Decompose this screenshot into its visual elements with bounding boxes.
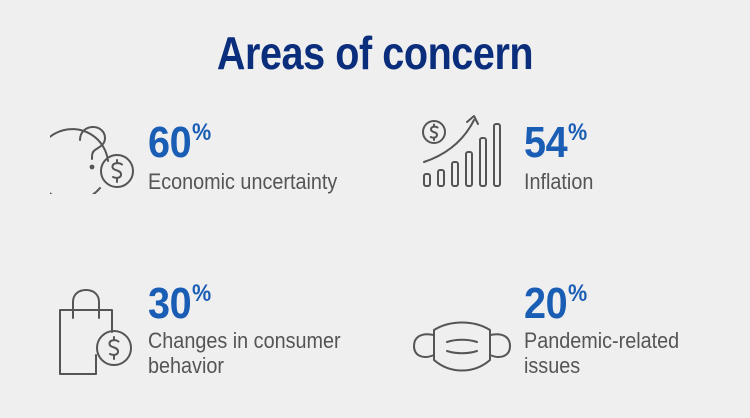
percent-symbol: %: [568, 280, 587, 307]
rising-bars-dollar-icon: [422, 115, 501, 187]
percent-number: 60: [148, 118, 192, 167]
stat-label: Inflation: [524, 169, 593, 194]
shopping-bag-dollar-icon: [59, 289, 132, 375]
percent-number: 20: [524, 279, 568, 328]
stat-label: Pandemic-related issues: [524, 328, 679, 378]
stat-label-line: Pandemic-related: [524, 328, 680, 353]
stat-label-line: Changes in consumer: [148, 328, 341, 353]
page-title: Areas of concern: [216, 27, 534, 79]
percent-value: 54%: [524, 121, 587, 165]
percent-value: 30%: [148, 282, 211, 326]
stat-label-line: issues: [524, 353, 581, 378]
percent-number: 54: [524, 118, 568, 167]
stat-label: Changes in consumer behavior: [148, 328, 341, 378]
percent-value: 20%: [524, 282, 587, 326]
stat-label-line: Economic uncertainty: [148, 169, 338, 194]
percent-value: 60%: [148, 121, 211, 165]
stat-label-line: Inflation: [524, 169, 594, 194]
stat-label: Economic uncertainty: [148, 169, 337, 194]
face-mask-icon: [413, 321, 511, 372]
percent-symbol: %: [192, 280, 211, 307]
percent-symbol: %: [192, 119, 211, 146]
percent-number: 30: [148, 279, 192, 328]
stat-label-line: behavior: [148, 353, 224, 378]
question-dollar-icon: [50, 126, 134, 194]
percent-symbol: %: [568, 119, 587, 146]
